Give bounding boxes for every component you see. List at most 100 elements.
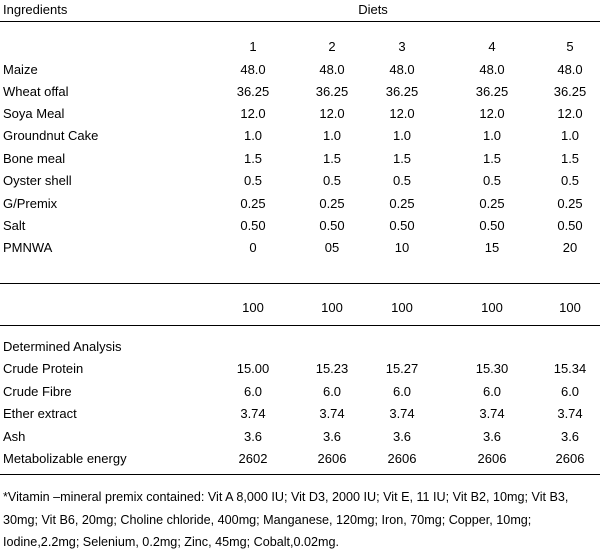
analysis-value: 6.0 (322, 384, 342, 399)
ingredient-value: 0.25 (557, 196, 583, 211)
ingredient-value: 48.0 (389, 62, 415, 77)
analysis-value: 6.0 (482, 384, 502, 399)
ingredient-value: 48.0 (319, 62, 345, 77)
ingredient-value: 36.25 (315, 84, 349, 99)
ingredient-value: 0.5 (482, 173, 502, 188)
analysis-label: Crude Fibre (3, 384, 72, 399)
analysis-value: 3.74 (319, 406, 345, 421)
ingredient-value: 0.5 (243, 173, 263, 188)
ingredient-value: 0.25 (389, 196, 415, 211)
ingredient-label: Maize (3, 62, 38, 77)
analysis-value: 2606 (477, 451, 507, 466)
ingredient-value: 1.0 (392, 128, 412, 143)
bottom-divider (0, 474, 600, 475)
ingredient-value: 12.0 (479, 106, 505, 121)
ingredient-value: 20 (562, 240, 578, 255)
diet-number-2: 2 (328, 39, 336, 54)
analysis-label: Ether extract (3, 406, 77, 421)
analysis-value: 3.74 (557, 406, 583, 421)
analysis-value: 3.6 (482, 429, 502, 444)
ingredients-header: Ingredients (3, 2, 68, 17)
ingredient-value: 0.25 (319, 196, 345, 211)
analysis-value: 2606 (555, 451, 585, 466)
ingredient-value: 36.25 (553, 84, 587, 99)
analysis-value: 3.6 (560, 429, 580, 444)
ingredient-value: 0.5 (322, 173, 342, 188)
analysis-value: 15.00 (236, 361, 270, 376)
ingredient-value: 1.5 (560, 151, 580, 166)
top-divider (0, 21, 600, 22)
ingredient-value: 0.5 (560, 173, 580, 188)
analysis-value: 6.0 (560, 384, 580, 399)
ingredient-value: 1.0 (322, 128, 342, 143)
ingredient-value: 0 (249, 240, 257, 255)
ingredient-label: Groundnut Cake (3, 128, 99, 143)
ingredient-value: 12.0 (389, 106, 415, 121)
ingredient-value: 0.50 (319, 218, 345, 233)
analysis-value: 2606 (317, 451, 347, 466)
ingredient-value: 0.25 (479, 196, 505, 211)
total-value: 100 (559, 300, 581, 315)
analysis-value: 15.27 (385, 361, 419, 376)
ingredient-value: 05 (324, 240, 340, 255)
analysis-value: 2602 (238, 451, 268, 466)
ingredient-value: 0.50 (389, 218, 415, 233)
ingredient-value: 48.0 (479, 62, 505, 77)
diet-number-4: 4 (488, 39, 496, 54)
analysis-value: 3.74 (389, 406, 415, 421)
ingredient-label: Soya Meal (3, 106, 65, 121)
ingredient-label: Salt (3, 218, 26, 233)
analysis-value: 3.6 (243, 429, 263, 444)
analysis-value: 3.74 (240, 406, 266, 421)
ingredient-label: Bone meal (3, 151, 66, 166)
diet-number-1: 1 (249, 39, 257, 54)
ingredient-value: 1.5 (322, 151, 342, 166)
ingredient-value: 1.5 (482, 151, 502, 166)
ingredient-value: 1.0 (560, 128, 580, 143)
analysis-value: 3.74 (479, 406, 505, 421)
ingredient-value: 0.5 (392, 173, 412, 188)
totals-divider (0, 325, 600, 326)
analysis-label: Metabolizable energy (3, 451, 127, 466)
ingredient-value: 1.0 (243, 128, 263, 143)
ingredient-value: 0.50 (557, 218, 583, 233)
ingredient-value: 48.0 (240, 62, 266, 77)
analysis-value: 15.34 (553, 361, 587, 376)
total-value: 100 (391, 300, 413, 315)
analysis-label: Crude Protein (3, 361, 84, 376)
ingredient-value: 12.0 (557, 106, 583, 121)
diet-number-3: 3 (398, 39, 406, 54)
ingredient-value: 36.25 (385, 84, 419, 99)
analysis-value: 6.0 (243, 384, 263, 399)
total-value: 100 (481, 300, 503, 315)
total-value: 100 (242, 300, 264, 315)
analysis-value: 2606 (387, 451, 417, 466)
middle-divider (0, 283, 600, 284)
analysis-value: 3.6 (322, 429, 342, 444)
diet-number-5: 5 (566, 39, 574, 54)
analysis-value: 15.23 (315, 361, 349, 376)
ingredient-value: 0.50 (240, 218, 266, 233)
ingredient-label: PMNWA (3, 240, 53, 255)
ingredient-value: 10 (394, 240, 410, 255)
ingredient-value: 12.0 (240, 106, 266, 121)
ingredient-value: 36.25 (236, 84, 270, 99)
ingredient-value: 15 (484, 240, 500, 255)
ingredient-value: 1.5 (243, 151, 263, 166)
analysis-value: 6.0 (392, 384, 412, 399)
ingredient-value: 0.50 (479, 218, 505, 233)
analysis-label: Ash (3, 429, 26, 444)
ingredient-value: 36.25 (475, 84, 509, 99)
ingredient-label: Oyster shell (3, 173, 72, 188)
ingredient-label: Wheat offal (3, 84, 69, 99)
ingredient-label: G/Premix (3, 196, 58, 211)
ingredient-value: 48.0 (557, 62, 583, 77)
total-value: 100 (321, 300, 343, 315)
ingredient-value: 1.0 (482, 128, 502, 143)
analysis-title: Determined Analysis (3, 339, 122, 354)
diets-header: Diets (358, 2, 388, 17)
analysis-value: 15.30 (475, 361, 509, 376)
analysis-value: 3.6 (392, 429, 412, 444)
ingredient-value: 12.0 (319, 106, 345, 121)
ingredient-value: 0.25 (240, 196, 266, 211)
